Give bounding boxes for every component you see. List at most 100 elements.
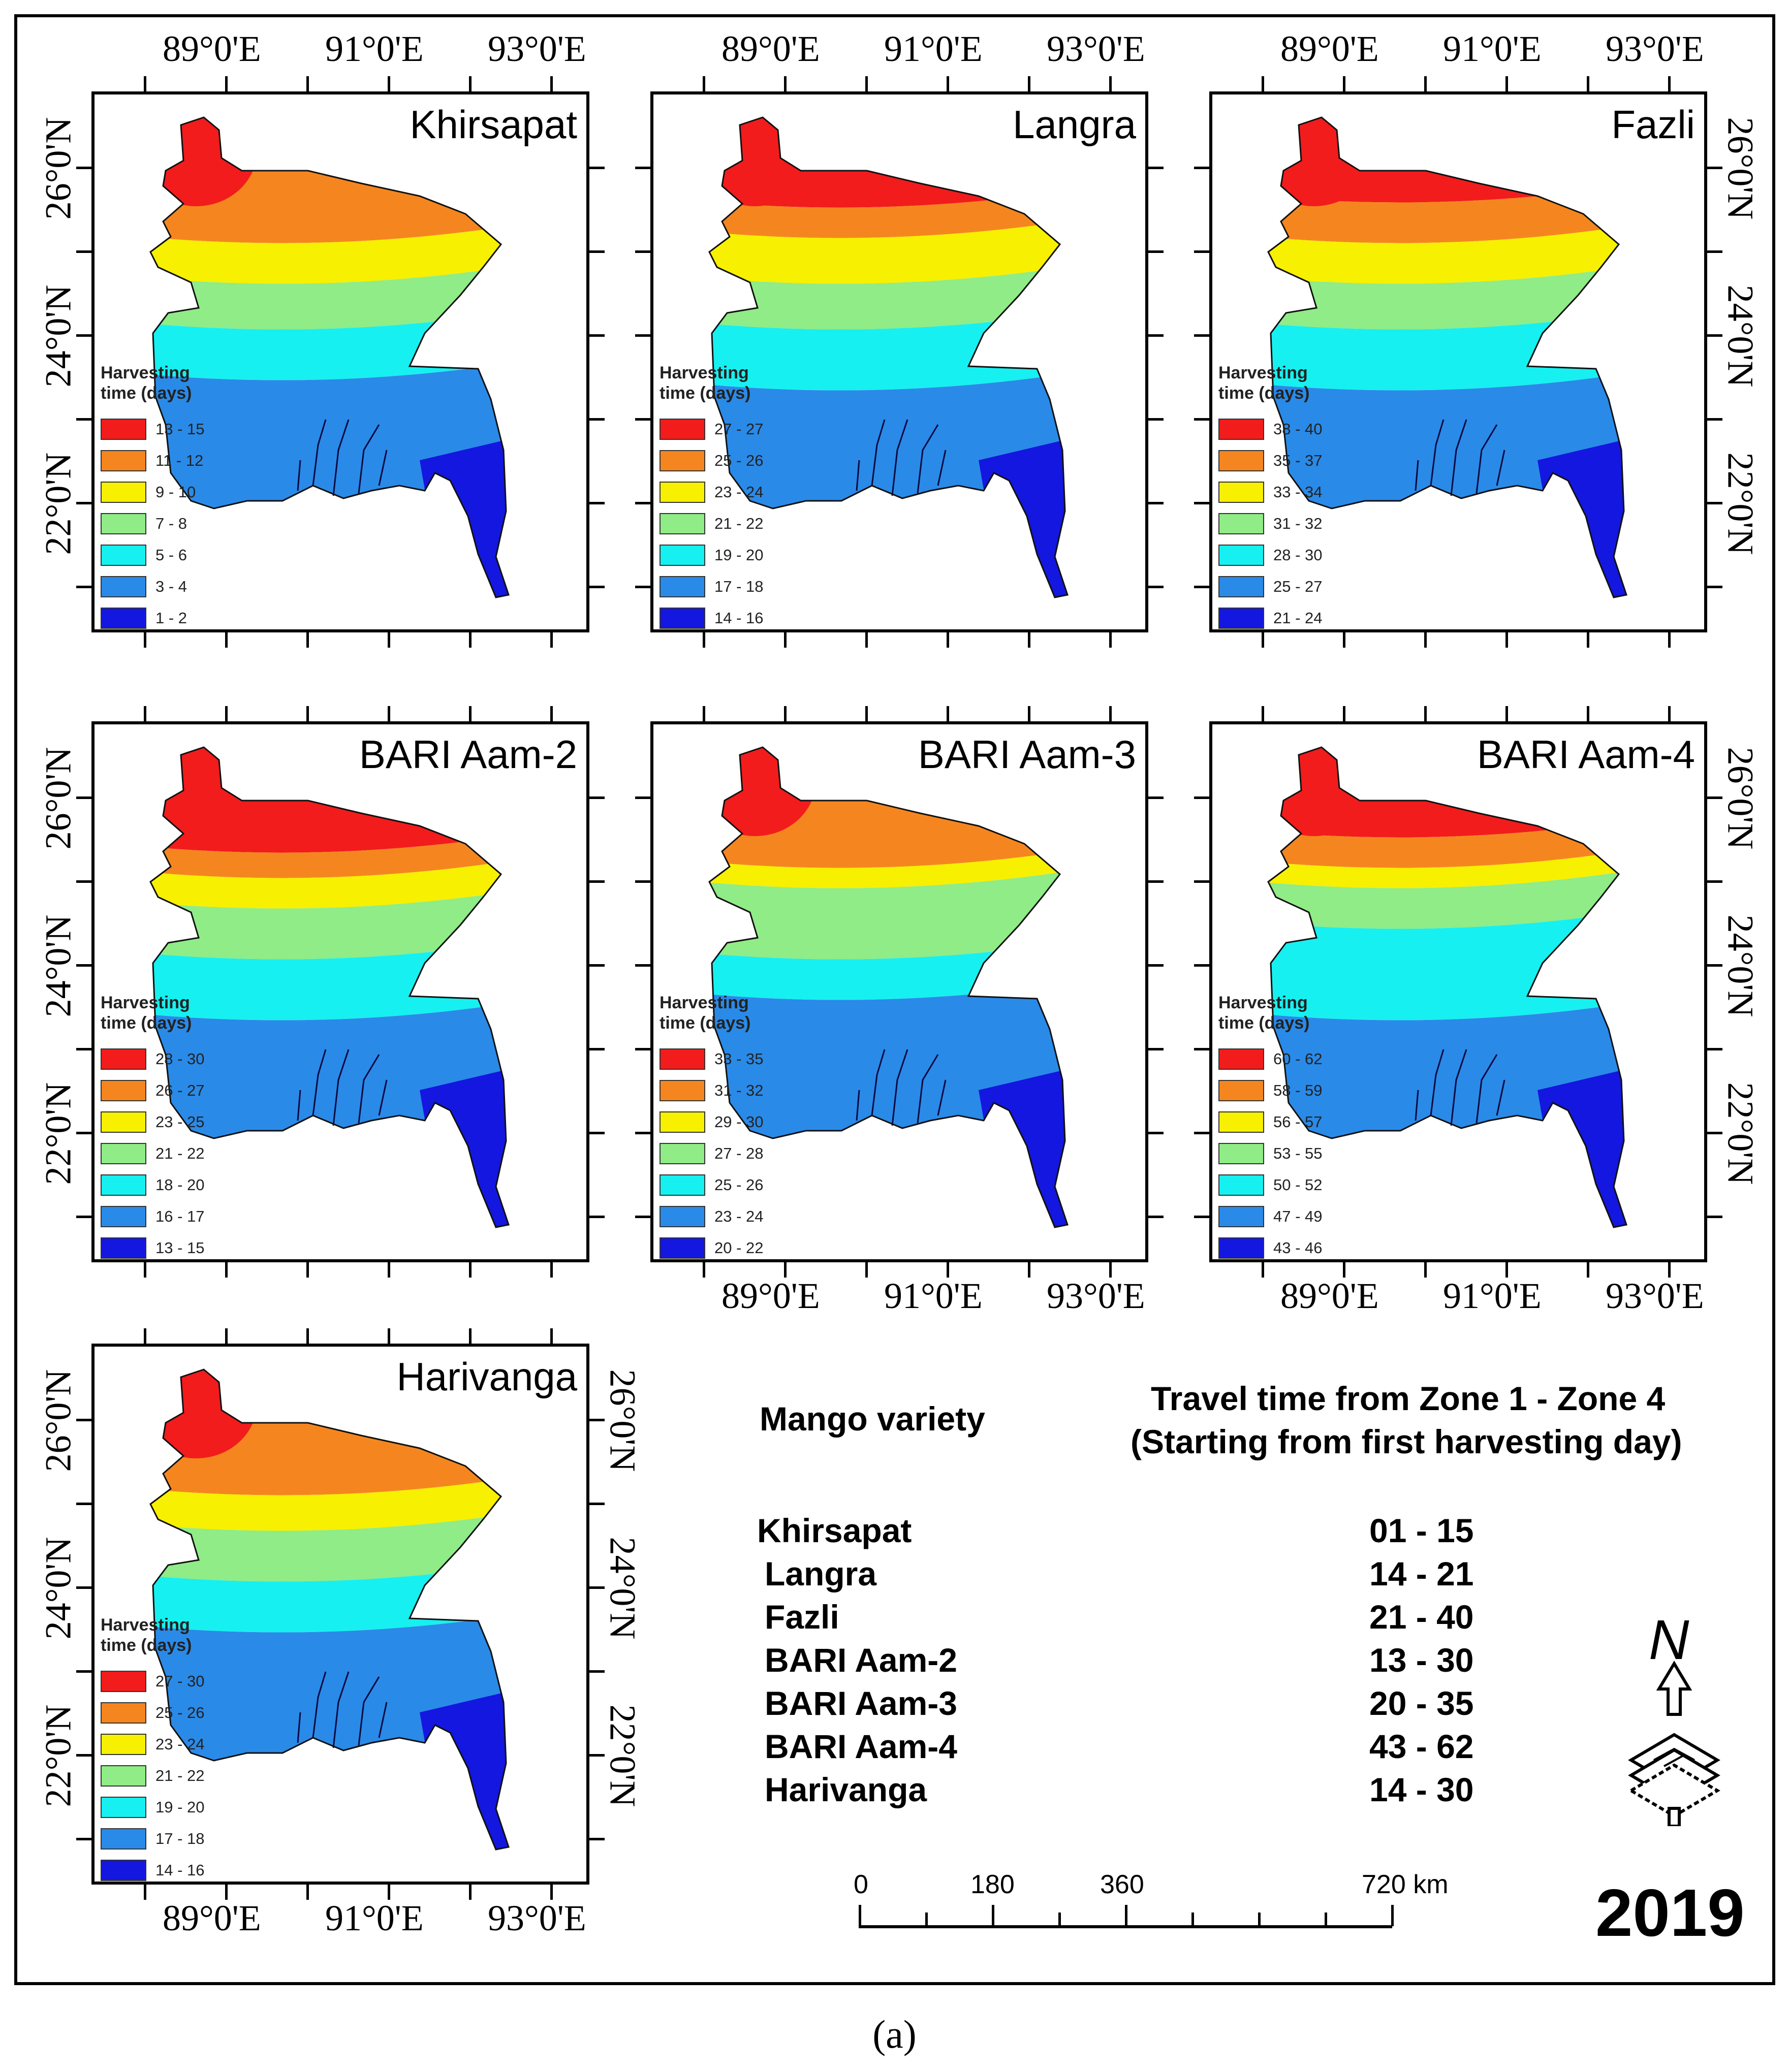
lon-tick [1505,1262,1508,1278]
lat-tick [635,796,650,799]
lat-tick [1194,586,1209,588]
legend-item: 11 - 12 [101,445,205,476]
lon-tick [306,1328,309,1344]
lon-tick [1343,706,1345,721]
legend-swatch [101,576,146,597]
rivers [856,419,947,496]
lon-tick [550,76,553,91]
lat-tick [1194,1216,1209,1218]
legend-label: 17 - 18 [714,578,764,595]
legend-swatch [101,1111,146,1133]
lon-tick [1262,706,1264,721]
scale-tick [1058,1912,1061,1927]
legend-item: 20 - 22 [660,1232,764,1259]
legend-label: 23 - 25 [155,1113,205,1131]
lon-tick [947,1262,949,1278]
panel-title: Khirsapat [410,102,577,147]
legend-title: Harvesting [101,1615,190,1635]
travel-range: 14 - 30 [1369,1771,1474,1808]
legend-item: 23 - 24 [101,1729,205,1760]
lat-label: 22°0'N [1720,1082,1761,1185]
legend-swatch [660,1174,705,1196]
legend-label: 25 - 27 [1273,578,1323,595]
legend-swatch [101,1734,146,1755]
lon-label: 93°0'E [488,28,586,69]
rivers [856,1049,947,1126]
lat-label: 24°0'N [602,1537,643,1640]
legend: Harvesting time (days) 27 - 27 25 - 26 23 - … [660,363,764,629]
lat-tick [1148,167,1164,169]
legend-item: 25 - 26 [660,1169,764,1201]
lon-tick [1262,1262,1264,1278]
legend-swatch [101,1828,146,1850]
legend-item: 27 - 30 [101,1666,205,1697]
panel-title: BARI Aam-3 [918,732,1136,777]
scale-tick [1191,1912,1194,1927]
header-travel-line1: Travel time from Zone 1 - Zone 4 [1151,1380,1666,1417]
zone-band [709,176,1068,238]
lon-tick [469,1885,472,1900]
legend-item: 5 - 6 [101,539,205,571]
legend-item: 50 - 52 [1218,1169,1323,1201]
legend-label: 58 - 59 [1273,1081,1323,1099]
legend-item: 53 - 55 [1218,1138,1323,1169]
lat-tick [76,1419,91,1421]
lon-tick [225,1885,228,1900]
lat-tick [635,1132,650,1134]
legend-title: time (days) [1218,384,1310,403]
lat-tick [1707,167,1722,169]
lon-tick [388,1328,390,1344]
legend-swatch [660,513,705,534]
lat-tick [1194,250,1209,253]
legend-label: 3 - 4 [155,578,187,595]
lat-tick [1194,334,1209,337]
lon-tick [1109,76,1112,91]
legend-label: 31 - 32 [714,1081,764,1099]
legend-label: 14 - 16 [714,609,764,627]
north-label: N [1649,1609,1689,1671]
lon-label: 89°0'E [1280,28,1379,69]
legend-label: 1 - 2 [155,609,187,627]
legend-label: 33 - 35 [714,1050,764,1068]
lat-tick [76,1670,91,1673]
map-frame: Harivanga Harvesting time (days) 27 - 30 25 … [91,1344,589,1885]
lon-label: 93°0'E [1606,1276,1704,1316]
lat-tick [1194,502,1209,504]
lat-tick [76,1838,91,1840]
lon-tick [865,76,868,91]
zone-band [150,821,509,878]
lat-tick [1707,1048,1722,1050]
map-panel: BARI Aam-3 Harvesting time (days) 33 - 35 31… [635,706,1164,1316]
legend: Harvesting time (days) 33 - 35 31 - 32 29 - … [660,993,764,1259]
legend-label: 53 - 55 [1273,1144,1323,1162]
legend-item: 43 - 46 [1218,1232,1323,1259]
legend-label: 27 - 28 [714,1144,764,1162]
legend-label: 35 - 37 [1273,452,1323,469]
lon-label: 91°0'E [325,1898,424,1938]
scale-tick [1125,1905,1127,1926]
panel-title: Harivanga [396,1354,577,1399]
lon-tick [144,1328,146,1344]
lon-tick [1109,632,1112,648]
legend-item: 28 - 30 [101,1043,205,1075]
legend: Harvesting time (days) 13 - 15 11 - 12 9 - 1… [101,363,205,629]
lat-label: 26°0'N [38,747,79,850]
legend-label: 60 - 62 [1273,1050,1323,1068]
travel-range: 43 - 62 [1369,1728,1474,1765]
lon-tick [865,632,868,648]
lat-tick [76,1132,91,1134]
lon-tick [306,1885,309,1900]
lon-tick [703,632,705,648]
legend-title: time (days) [101,1013,192,1033]
legend-swatch [101,608,146,629]
zone-band [150,1601,509,1724]
zone-red [1268,747,1375,836]
country-outline [149,116,510,598]
lon-tick [1668,76,1671,91]
lat-tick [589,964,605,967]
legend-item: 17 - 18 [101,1823,205,1855]
lat-tick [1707,250,1722,253]
lon-tick [388,632,390,648]
legend-swatch [660,482,705,503]
lat-tick [76,964,91,967]
